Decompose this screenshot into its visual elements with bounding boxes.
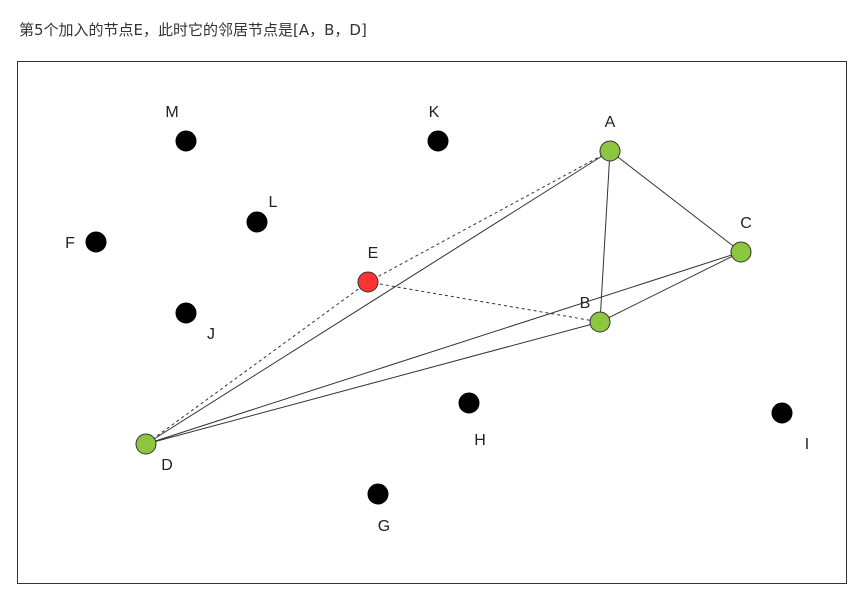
node-f bbox=[85, 231, 107, 253]
edge-e-b bbox=[367, 281, 601, 323]
node-l bbox=[246, 211, 268, 233]
edge-a-b bbox=[599, 150, 611, 323]
node-label-f: F bbox=[65, 235, 75, 252]
node-label-m: M bbox=[165, 104, 178, 121]
label-layer: M K A L F E C J B H I D G bbox=[65, 104, 809, 535]
diagram-frame bbox=[17, 61, 847, 584]
node-j bbox=[175, 302, 197, 324]
node-label-e: E bbox=[368, 245, 379, 262]
node-label-b: B bbox=[580, 295, 591, 312]
node-a bbox=[599, 140, 621, 162]
edge-e-d bbox=[145, 281, 369, 445]
node-h bbox=[458, 392, 480, 414]
node-label-j: J bbox=[207, 326, 215, 343]
edge-a-c bbox=[609, 150, 742, 253]
edge-a-d bbox=[145, 150, 611, 445]
edge-e-a bbox=[367, 150, 611, 283]
node-c bbox=[730, 241, 752, 263]
diagram-caption: 第5个加入的节点E，此时它的邻居节点是[A，B，D] bbox=[19, 21, 367, 39]
node-label-h: H bbox=[474, 432, 486, 449]
node-g bbox=[367, 483, 389, 505]
node-label-g: G bbox=[378, 518, 390, 535]
node-k bbox=[427, 130, 449, 152]
node-label-l: L bbox=[269, 194, 278, 211]
edge-b-d bbox=[145, 321, 601, 445]
node-m bbox=[175, 130, 197, 152]
node-layer bbox=[85, 130, 793, 505]
edge-b-c bbox=[599, 251, 742, 323]
node-i bbox=[771, 402, 793, 424]
node-label-a: A bbox=[605, 114, 616, 131]
edge-c-d bbox=[145, 251, 742, 445]
node-label-c: C bbox=[740, 215, 752, 232]
node-d bbox=[135, 433, 157, 455]
node-b bbox=[589, 311, 611, 333]
node-e bbox=[357, 271, 379, 293]
node-label-i: I bbox=[805, 436, 809, 453]
node-label-d: D bbox=[161, 457, 173, 474]
edge-layer bbox=[145, 150, 742, 445]
node-label-k: K bbox=[429, 104, 440, 121]
